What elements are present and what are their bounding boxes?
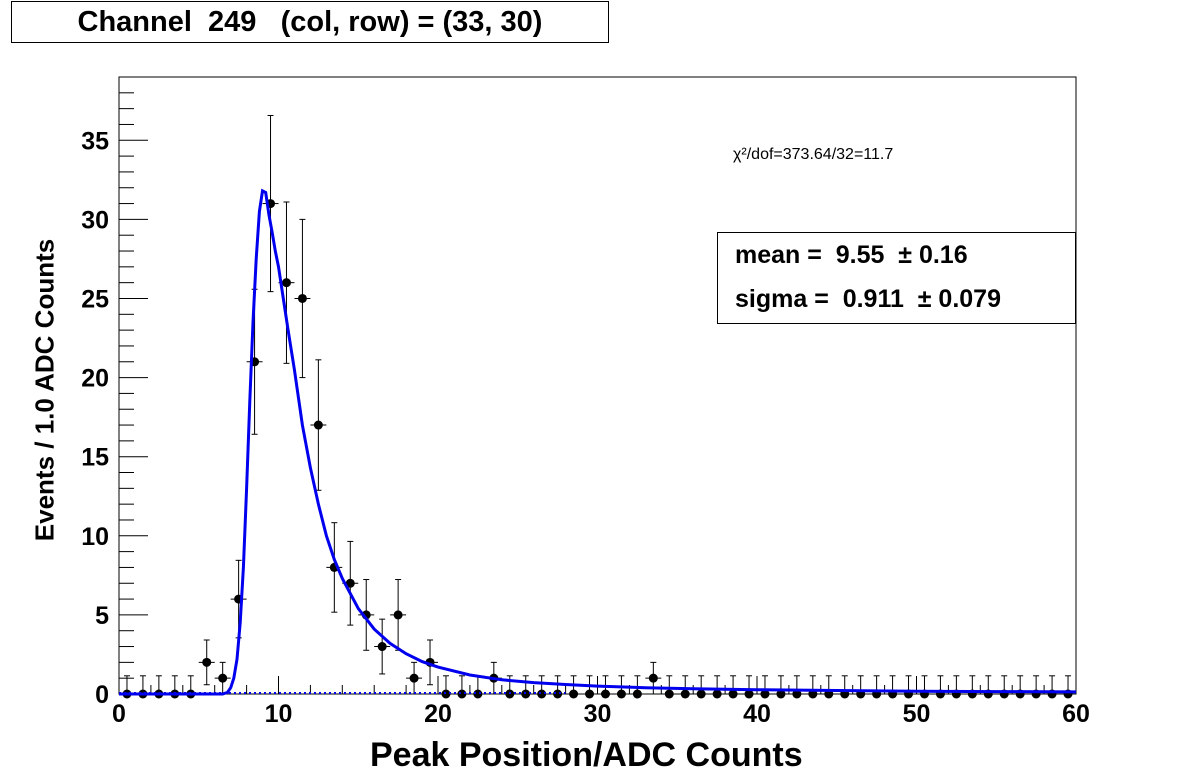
y-axis-label: Events / 1.0 ADC Counts	[29, 238, 60, 542]
data-point	[616, 689, 626, 699]
data-point	[585, 689, 595, 699]
x-tick-label: 30	[584, 700, 612, 728]
data-point	[377, 642, 387, 652]
data-point	[744, 689, 754, 699]
y-tick-label: 30	[81, 206, 109, 234]
data-point	[760, 689, 770, 699]
y-tick-label: 5	[95, 602, 109, 630]
error-bars	[119, 114, 1076, 695]
fit-curve	[119, 188, 1077, 696]
chi2-label: χ²/dof=373.64/32=11.7	[733, 146, 894, 163]
x-tick-label: 0	[112, 700, 126, 728]
data-point	[632, 689, 642, 699]
x-tick-label: 50	[903, 700, 931, 728]
sigma-label: sigma = 0.911 ± 0.079	[735, 285, 1001, 313]
data-point	[712, 689, 722, 699]
y-tick-label: 10	[81, 523, 109, 551]
data-point	[345, 578, 355, 588]
x-tick-label: 10	[265, 700, 293, 728]
data-point	[473, 689, 483, 699]
x-tick-label: 60	[1062, 700, 1090, 728]
data-point	[600, 689, 610, 699]
data-point	[537, 689, 547, 699]
data-point	[457, 689, 467, 699]
y-tick-label: 20	[81, 365, 109, 393]
data-point	[281, 278, 291, 288]
data-point	[728, 689, 738, 699]
mean-label: mean = 9.55 ± 0.16	[735, 241, 968, 269]
y-tick-label: 25	[81, 285, 109, 313]
axis-ticks: 0 10 20 30 40 50 60 0 5 10 15 20 25 30 35	[81, 76, 1090, 728]
data-point	[664, 689, 674, 699]
y-tick-label: 35	[81, 127, 109, 155]
fit-results-box: mean = 9.55 ± 0.16 sigma = 0.911 ± 0.079	[717, 232, 1076, 324]
data-point	[553, 689, 563, 699]
data-point	[218, 673, 228, 683]
data-point	[297, 293, 307, 303]
y-tick-label: 0	[95, 681, 109, 709]
data-point	[680, 689, 690, 699]
data-point	[792, 689, 802, 699]
x-tick-label: 40	[743, 700, 771, 728]
data-point	[393, 610, 403, 620]
data-point	[776, 689, 786, 699]
data-point	[696, 689, 706, 699]
data-point	[313, 420, 323, 430]
x-tick-label: 20	[424, 700, 452, 728]
page-title: Channel 249 (col, row) = (33, 30)	[11, 1, 609, 43]
data-point	[409, 673, 419, 683]
data-point	[202, 657, 212, 667]
frame	[118, 76, 1077, 695]
data-point	[648, 673, 658, 683]
x-axis-label: Peak Position/ADC Counts	[370, 736, 803, 774]
data-point	[569, 689, 579, 699]
y-tick-label: 15	[81, 444, 109, 472]
